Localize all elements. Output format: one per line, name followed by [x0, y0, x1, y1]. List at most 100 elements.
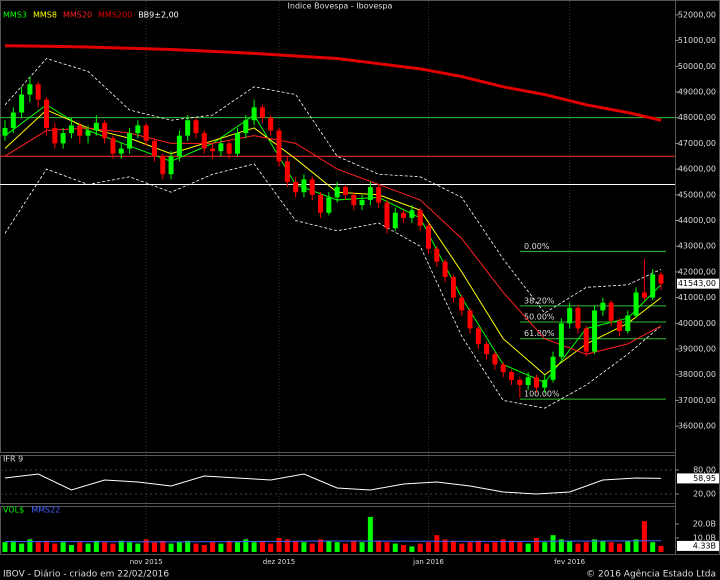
volume-bar	[467, 542, 473, 552]
candle-body	[52, 127, 58, 144]
volume-bar	[575, 543, 581, 552]
fib-label: 61.80%	[524, 329, 555, 338]
candle-body	[342, 187, 348, 195]
volume-bar	[135, 543, 141, 552]
last-value-label: 41543,00	[678, 279, 716, 288]
volume-bar	[143, 539, 149, 552]
y-tick-label: 38000,00	[678, 370, 716, 379]
candle-body	[592, 310, 598, 352]
volume-bar	[351, 540, 357, 552]
candle-body	[475, 328, 481, 344]
candle-body	[226, 143, 232, 154]
y-tick-label: 37000,00	[678, 396, 716, 405]
y-tick-label: 39000,00	[678, 345, 716, 354]
volume-bar	[326, 540, 332, 552]
volume-bar	[176, 542, 182, 552]
candle-body	[417, 210, 423, 226]
candle-body	[550, 356, 556, 380]
x-tick-label: nov 2015	[130, 558, 163, 566]
volume-bar	[542, 542, 548, 552]
y-tick-label: 20,00	[693, 490, 716, 499]
y-tick-label: 36000,00	[678, 422, 716, 431]
volume-bar	[309, 543, 315, 552]
volume-bar	[44, 540, 50, 552]
volume-bar	[359, 542, 365, 552]
volume-bar	[533, 537, 539, 552]
moving-average	[4, 44, 662, 122]
fib-label: 50.00%	[524, 313, 555, 322]
bollinger-upper	[4, 58, 662, 314]
candle-body	[235, 133, 241, 154]
candle-body	[135, 125, 141, 134]
ifr-panel	[0, 455, 676, 504]
candle-body	[168, 156, 174, 175]
volume-bar	[500, 539, 506, 552]
x-tick-label: dez 2015	[263, 558, 295, 566]
fib-label: 38.20%	[524, 296, 555, 305]
volume-bar	[367, 516, 373, 552]
volume-bar	[509, 540, 515, 552]
volume-bar	[583, 542, 589, 552]
candle-body	[309, 179, 315, 195]
candle-body	[434, 248, 440, 262]
y-tick-label: 40000,00	[678, 319, 716, 328]
volume-bar	[459, 543, 465, 552]
last-value-label: 4.33B	[693, 541, 716, 550]
volume-bar	[276, 537, 282, 552]
volume-bar	[401, 544, 407, 552]
candle-body	[93, 122, 99, 131]
candle-body	[542, 379, 548, 388]
candle-body	[251, 107, 257, 121]
volume-bar	[77, 542, 83, 552]
candle-body	[351, 194, 357, 206]
ifr-line	[4, 473, 662, 495]
candle-body	[326, 197, 332, 213]
candle-body	[334, 187, 340, 198]
candle-body	[127, 133, 133, 149]
candle-body	[301, 179, 307, 193]
volume-bar	[2, 542, 8, 552]
candle-body	[425, 225, 431, 249]
volume-bar	[417, 543, 423, 552]
volume-bar	[409, 546, 415, 552]
volume-bar	[301, 542, 307, 552]
candle-body	[77, 125, 83, 136]
candle-body	[509, 372, 515, 380]
volume-bar	[550, 535, 556, 552]
candle-body	[583, 328, 589, 352]
candle-body	[201, 133, 207, 149]
volume-bar	[633, 539, 639, 552]
last-value-box	[677, 473, 719, 484]
y-tick-label: 52000,00	[678, 10, 716, 19]
volume-bar	[93, 540, 99, 552]
volume-bar	[384, 542, 390, 552]
volume-bar	[484, 543, 490, 552]
candle-body	[650, 274, 656, 298]
volume-bar	[442, 539, 448, 552]
volume-bar	[608, 542, 614, 552]
candle-body	[392, 212, 398, 229]
candle-body	[500, 364, 506, 373]
y-tick-label: 41000,00	[678, 293, 716, 302]
volume-bar	[517, 542, 523, 552]
volume-bar	[318, 539, 324, 552]
volume-bar	[102, 542, 108, 552]
legend-entry: BB9±2,00	[138, 11, 179, 20]
volume-bar	[284, 539, 290, 552]
volume-bar	[475, 540, 481, 552]
volume-bar	[268, 543, 274, 552]
candle-body	[459, 297, 465, 311]
footer-right: © 2016 Agência Estado Ltda	[586, 569, 716, 580]
legend-entry: MMS20	[63, 11, 92, 20]
candle-body	[102, 122, 108, 139]
candle-body	[27, 84, 33, 95]
candle-body	[517, 379, 523, 386]
volume-bar	[35, 542, 41, 552]
volume-bar	[392, 543, 398, 552]
x-tick-label: fev 2016	[554, 558, 585, 566]
panel-label: VOL$	[3, 506, 24, 515]
candle-body	[160, 156, 166, 175]
candle-body	[143, 125, 149, 141]
candle-body	[44, 99, 50, 128]
